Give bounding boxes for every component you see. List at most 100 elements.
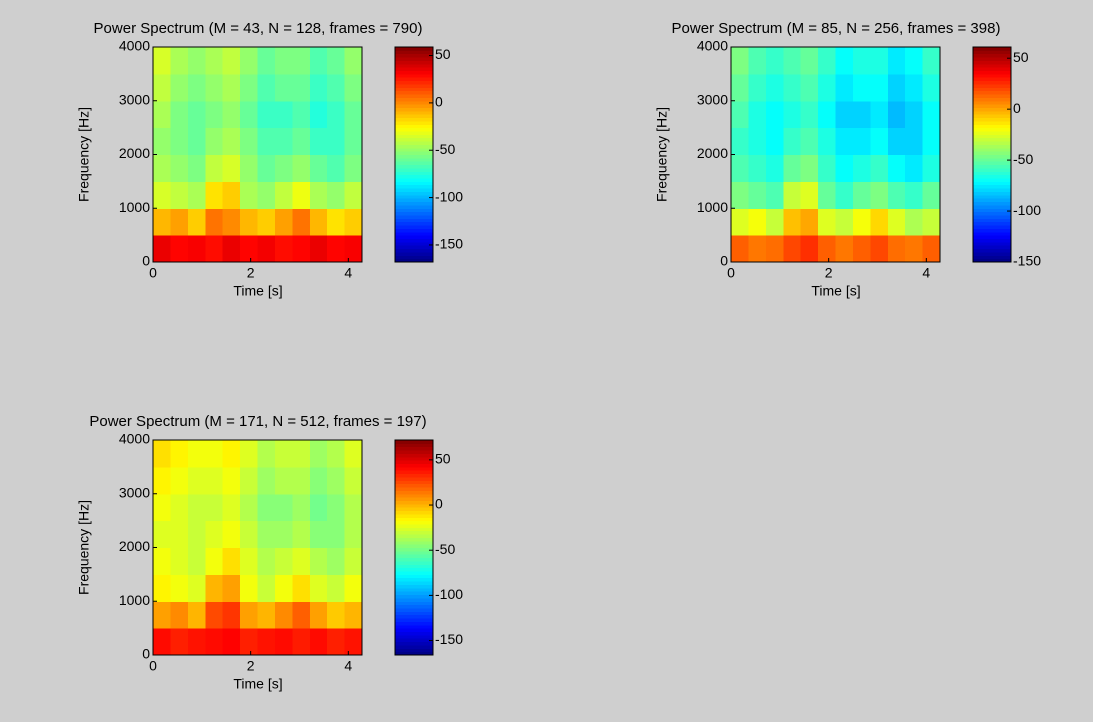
heatmap-cell — [922, 181, 941, 209]
heatmap-cell — [222, 154, 241, 182]
colorbar-tick-label: -100 — [435, 188, 463, 204]
colorbar-swatch — [973, 174, 1011, 179]
colorbar-swatch — [395, 534, 433, 538]
colorbar-swatch — [395, 53, 433, 58]
heatmap-cell — [748, 47, 767, 75]
heatmap-cell — [205, 154, 224, 182]
colorbar-swatch — [395, 493, 433, 498]
heatmap-cell — [327, 100, 346, 129]
colorbar-swatch — [395, 554, 433, 559]
heatmap-cell — [170, 547, 189, 575]
heatmap-cell — [852, 47, 871, 75]
heatmap-cell — [887, 235, 906, 263]
heatmap-cell — [257, 208, 276, 236]
heatmap-cell — [170, 574, 189, 602]
heatmap-cell — [205, 181, 224, 209]
heatmap-cell — [922, 127, 941, 155]
heatmap-cell — [170, 208, 189, 236]
colorbar-swatch — [973, 258, 1011, 263]
colorbar-frame — [972, 46, 1012, 263]
heatmap-cell — [240, 235, 258, 263]
heatmap-cell — [835, 47, 854, 75]
colorbar-swatch — [395, 547, 433, 552]
heatmap-cell — [222, 601, 241, 629]
heatmap-cell — [905, 73, 924, 102]
heatmap-cell — [905, 181, 924, 209]
heatmap-cell — [344, 520, 363, 548]
heatmap-cell — [327, 181, 346, 209]
heatmap-cell — [870, 73, 889, 102]
colorbar-swatch — [395, 607, 433, 612]
colorbar-swatch — [395, 557, 433, 562]
colorbar-swatch — [395, 638, 433, 643]
colorbar-swatch — [395, 73, 433, 78]
colorbar-swatch — [973, 90, 1011, 95]
colorbar-swatch — [973, 60, 1011, 65]
y-tick-label: 3000 — [119, 91, 150, 107]
heatmap-cell — [748, 208, 767, 236]
heatmap-cell — [905, 154, 924, 182]
colorbar-swatch — [395, 97, 433, 102]
heatmap-cell — [783, 47, 802, 75]
heatmap-cell — [205, 466, 224, 495]
heatmap-cell — [292, 208, 311, 236]
heatmap-cell — [292, 100, 311, 129]
heatmap-cell — [292, 440, 311, 468]
colorbar-swatch — [395, 238, 433, 243]
colorbar-tick-label: -50 — [435, 541, 455, 557]
heatmap-cell — [153, 440, 171, 468]
colorbar-swatch — [973, 221, 1011, 226]
heatmap-cell — [187, 440, 206, 468]
heatmap-cell — [153, 466, 171, 495]
heatmap-cell — [257, 154, 276, 182]
colorbar-swatch — [395, 577, 433, 582]
heatmap-cell — [187, 466, 206, 495]
heatmap-cell — [905, 47, 924, 75]
colorbar-swatch — [395, 581, 433, 585]
heatmap-cell — [257, 520, 276, 548]
colorbar-swatch — [395, 157, 433, 162]
colorbar-swatch — [395, 476, 433, 481]
heatmap-cell — [222, 547, 241, 575]
colorbar-swatch — [395, 198, 433, 203]
colorbar-swatch — [395, 154, 433, 159]
heatmap-cell — [765, 181, 784, 209]
heatmap-cell — [344, 73, 363, 102]
colorbar-swatch — [973, 157, 1011, 162]
heatmap-cell — [800, 235, 819, 263]
heatmap-cell — [170, 440, 189, 468]
heatmap-cell — [344, 440, 363, 468]
heatmap-cell — [170, 520, 189, 548]
heatmap-cell — [800, 73, 819, 102]
heatmap-cell — [922, 208, 941, 236]
heatmap-cell — [800, 100, 819, 129]
colorbar-swatch — [973, 218, 1011, 223]
colorbar-tick-label: 50 — [435, 46, 451, 62]
heatmap-cell — [187, 154, 206, 182]
heatmap-cell — [240, 601, 258, 629]
colorbar-swatch — [395, 453, 433, 458]
colorbar-swatch — [395, 443, 433, 448]
x-tick-label: 4 — [922, 265, 930, 281]
colorbar-swatch — [395, 194, 433, 199]
heatmap-cell — [309, 154, 328, 182]
heatmap-cell — [153, 235, 171, 263]
heatmap-cell — [257, 100, 276, 129]
colorbar-swatch — [395, 235, 433, 239]
colorbar-swatch — [395, 564, 433, 569]
colorbar-swatch — [395, 591, 433, 596]
heatmap-cell — [292, 520, 311, 548]
heatmap-cell — [292, 73, 311, 102]
colorbar-swatch — [395, 231, 433, 236]
heatmap-cell — [257, 127, 276, 155]
heatmap-cell — [344, 601, 363, 629]
heatmap-cell — [274, 628, 293, 656]
heatmap-cell — [327, 208, 346, 236]
colorbar-swatch — [395, 473, 433, 478]
colorbar-swatch — [973, 144, 1011, 149]
heatmap-cell — [240, 466, 258, 495]
colorbar-swatch — [973, 110, 1011, 115]
heatmap-cell — [170, 154, 189, 182]
colorbar-tick-label: -100 — [1013, 202, 1041, 218]
heatmap-cell — [187, 127, 206, 155]
